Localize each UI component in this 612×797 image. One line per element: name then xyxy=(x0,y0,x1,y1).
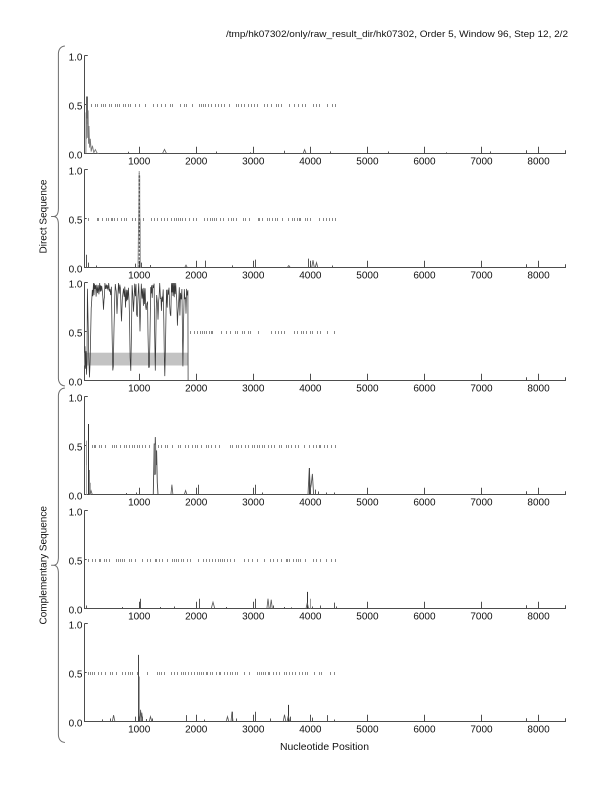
svg-text:3000: 3000 xyxy=(242,271,265,282)
svg-text:1000: 1000 xyxy=(128,157,151,168)
svg-text:7000: 7000 xyxy=(470,498,493,509)
svg-text:0.0: 0.0 xyxy=(69,151,83,162)
svg-text:6000: 6000 xyxy=(413,271,436,282)
svg-text:1000: 1000 xyxy=(128,498,151,509)
svg-text:3000: 3000 xyxy=(242,157,265,168)
svg-text:5000: 5000 xyxy=(356,384,379,395)
svg-text:1000: 1000 xyxy=(128,725,151,736)
svg-text:6000: 6000 xyxy=(413,612,436,623)
svg-text:1000: 1000 xyxy=(128,612,151,623)
svg-text:2000: 2000 xyxy=(185,157,208,168)
svg-text:1000: 1000 xyxy=(128,271,151,282)
svg-text:7000: 7000 xyxy=(470,612,493,623)
svg-text:6000: 6000 xyxy=(413,498,436,509)
svg-text:3000: 3000 xyxy=(242,498,265,509)
svg-text:1.0: 1.0 xyxy=(69,53,83,64)
svg-text:8000: 8000 xyxy=(527,271,550,282)
svg-text:0.5: 0.5 xyxy=(69,216,83,227)
svg-text:/tmp/hk07302/only/raw_result_d: /tmp/hk07302/only/raw_result_dir/hk07302… xyxy=(226,29,568,40)
svg-text:6000: 6000 xyxy=(413,157,436,168)
svg-text:7000: 7000 xyxy=(470,725,493,736)
svg-text:7000: 7000 xyxy=(470,157,493,168)
svg-text:8000: 8000 xyxy=(527,612,550,623)
svg-text:5000: 5000 xyxy=(356,612,379,623)
svg-text:1.0: 1.0 xyxy=(69,280,83,291)
svg-text:5000: 5000 xyxy=(356,271,379,282)
svg-text:4000: 4000 xyxy=(299,384,322,395)
svg-text:1.0: 1.0 xyxy=(69,167,83,178)
svg-text:1.0: 1.0 xyxy=(69,621,83,632)
svg-text:2000: 2000 xyxy=(185,271,208,282)
svg-text:5000: 5000 xyxy=(356,157,379,168)
svg-text:Complementary Sequence: Complementary Sequence xyxy=(39,506,50,625)
svg-text:0.0: 0.0 xyxy=(69,719,83,730)
svg-text:0.5: 0.5 xyxy=(69,557,83,568)
svg-text:6000: 6000 xyxy=(413,384,436,395)
svg-text:2000: 2000 xyxy=(185,612,208,623)
svg-text:8000: 8000 xyxy=(527,498,550,509)
svg-text:5000: 5000 xyxy=(356,498,379,509)
svg-text:1.0: 1.0 xyxy=(69,508,83,519)
svg-text:0.5: 0.5 xyxy=(69,102,83,113)
svg-text:8000: 8000 xyxy=(527,725,550,736)
svg-text:0.0: 0.0 xyxy=(69,606,83,617)
svg-text:1000: 1000 xyxy=(128,384,151,395)
svg-text:Nucleotide Position: Nucleotide Position xyxy=(280,742,369,753)
svg-text:1.0: 1.0 xyxy=(69,394,83,405)
svg-text:4000: 4000 xyxy=(299,498,322,509)
svg-text:4000: 4000 xyxy=(299,157,322,168)
svg-text:2000: 2000 xyxy=(185,498,208,509)
svg-text:6000: 6000 xyxy=(413,725,436,736)
svg-text:7000: 7000 xyxy=(470,384,493,395)
svg-text:0.5: 0.5 xyxy=(69,443,83,454)
svg-text:2000: 2000 xyxy=(185,725,208,736)
svg-text:3000: 3000 xyxy=(242,384,265,395)
svg-text:5000: 5000 xyxy=(356,725,379,736)
svg-text:4000: 4000 xyxy=(299,271,322,282)
svg-text:4000: 4000 xyxy=(299,725,322,736)
svg-text:0.5: 0.5 xyxy=(69,329,83,340)
svg-text:8000: 8000 xyxy=(527,157,550,168)
svg-text:3000: 3000 xyxy=(242,725,265,736)
svg-text:7000: 7000 xyxy=(470,271,493,282)
svg-text:Direct Sequence: Direct Sequence xyxy=(39,179,50,253)
svg-text:3000: 3000 xyxy=(242,612,265,623)
svg-text:2000: 2000 xyxy=(185,384,208,395)
svg-text:0.0: 0.0 xyxy=(69,492,83,503)
svg-text:4000: 4000 xyxy=(299,612,322,623)
svg-text:0.0: 0.0 xyxy=(69,265,83,276)
svg-text:0.5: 0.5 xyxy=(69,670,83,681)
svg-text:8000: 8000 xyxy=(527,384,550,395)
svg-text:0.0: 0.0 xyxy=(69,378,83,389)
